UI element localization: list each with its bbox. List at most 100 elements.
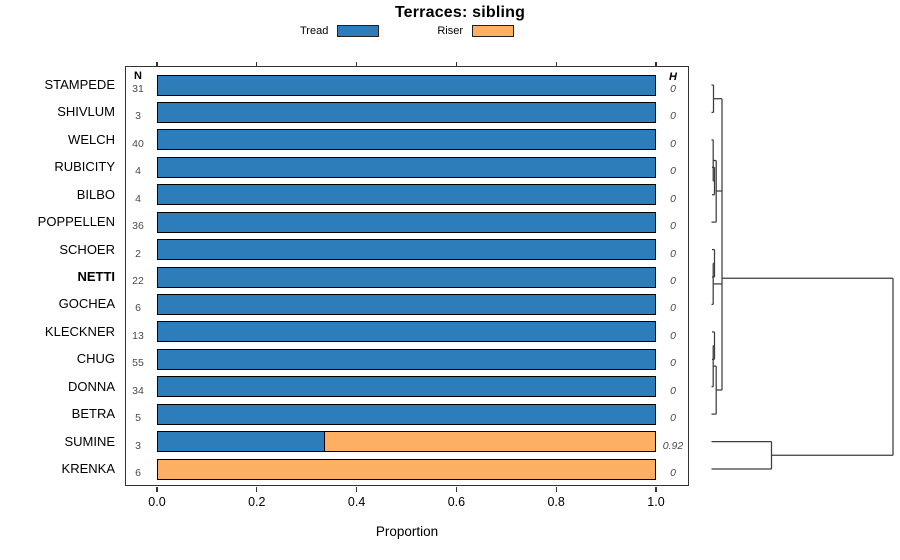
n-value: 6 [135, 302, 141, 315]
h-value: 0 [670, 467, 676, 479]
stacked-bar [157, 211, 656, 233]
n-value: 55 [132, 357, 144, 370]
h-value: 0 [670, 412, 676, 425]
stacked-bar [157, 458, 656, 480]
n-value: 5 [135, 412, 141, 425]
h-value: 0 [670, 220, 676, 233]
n-value: 4 [135, 165, 141, 178]
x-tick-label: 0.2 [248, 495, 266, 509]
category-label: KRENKA [61, 461, 115, 476]
stacked-bar [157, 101, 656, 123]
legend-swatch-tread [337, 25, 380, 37]
h-value: 0 [670, 329, 676, 342]
bar-segment-tread [158, 404, 655, 424]
category-label: GOCHEA [58, 296, 115, 312]
n-value: 3 [135, 439, 141, 452]
bar-segment-tread [158, 349, 655, 369]
stacked-bar [157, 74, 656, 96]
h-value: 0 [670, 357, 676, 370]
axis-tick [655, 61, 657, 67]
stacked-bar [157, 293, 656, 315]
category-label: SUMINE [64, 433, 115, 449]
axis-tick [455, 61, 457, 67]
stacked-bar [157, 376, 656, 398]
bar-segment-riser [158, 459, 655, 479]
n-value: 4 [135, 192, 141, 205]
category-label: DONNA [68, 378, 115, 394]
h-value: 0 [670, 110, 676, 123]
axis-tick [256, 486, 258, 492]
stacked-bar [157, 239, 656, 261]
x-tick-label: 0.0 [148, 495, 166, 509]
category-label: BETRA [71, 406, 115, 422]
category-label: SHIVLUM [57, 104, 115, 120]
axis-tick [156, 61, 158, 67]
n-value: 34 [132, 384, 144, 397]
stacked-bar [157, 348, 656, 370]
category-label: POPPELLEN [37, 214, 115, 230]
bar-segment-tread [158, 130, 655, 150]
n-value: 22 [132, 275, 144, 287]
stacked-bar [157, 403, 656, 425]
category-label: SCHOER [59, 241, 115, 257]
h-value: 0 [670, 247, 676, 260]
bar-segment-tread [158, 102, 655, 122]
stacked-bar [157, 156, 656, 178]
stacked-bar [157, 184, 656, 206]
category-label: BILBO [76, 186, 115, 202]
stacked-bar [157, 321, 656, 343]
h-value: 0 [670, 384, 676, 397]
h-value: 0.92 [662, 439, 684, 452]
legend-swatch-riser [472, 25, 514, 37]
bar-segment-tread [158, 240, 655, 260]
axis-tick [156, 486, 158, 492]
legend-item-riser: Riser [437, 25, 514, 37]
n-value: 2 [135, 247, 141, 260]
x-tick-label: 1.0 [647, 495, 665, 509]
axis-tick [655, 486, 657, 492]
legend-label-riser: Riser [437, 25, 463, 37]
n-value: 31 [132, 83, 144, 95]
n-value: 6 [135, 467, 141, 479]
legend-item-tread: Tread [300, 25, 380, 37]
bar-segment-riser [323, 432, 655, 452]
bar-segment-tread [158, 185, 655, 205]
axis-tick [256, 61, 258, 67]
legend-label-tread: Tread [300, 25, 329, 37]
n-value: 3 [135, 110, 141, 123]
x-tick-label: 0.4 [347, 495, 366, 509]
bar-segment-tread [158, 294, 655, 314]
legend: Tread Riser [125, 25, 689, 37]
category-label: WELCH [68, 131, 115, 147]
h-value: 0 [670, 192, 676, 205]
x-tick-label: 0.6 [447, 495, 466, 509]
n-column-header: N [134, 70, 142, 82]
h-value: 0 [670, 165, 676, 178]
bar-segment-tread [158, 432, 324, 452]
axis-tick [555, 61, 557, 67]
axis-tick [356, 486, 358, 492]
h-value: 0 [670, 83, 676, 95]
category-label: KLECKNER [44, 323, 115, 339]
h-column-header: H [669, 71, 677, 83]
axis-tick [356, 61, 358, 67]
n-value: 36 [132, 220, 144, 233]
axis-tick [455, 486, 457, 492]
stacked-bar [157, 266, 656, 288]
bar-segment-tread [158, 322, 655, 342]
plot-frame [125, 66, 689, 486]
stacked-bar [157, 129, 656, 151]
h-value: 0 [670, 137, 676, 150]
chart-title: Terraces: sibling [394, 4, 526, 21]
bar-segment-tread [158, 157, 655, 177]
category-label: RUBICITY [54, 159, 115, 175]
bar-segment-tread [158, 212, 655, 232]
n-value: 40 [132, 137, 144, 150]
bar-segment-tread [158, 75, 655, 95]
x-axis-title: Proportion [375, 524, 439, 539]
bar-segment-tread [158, 267, 655, 287]
category-label: STAMPEDE [44, 77, 115, 92]
category-label: NETTI [77, 269, 115, 284]
bar-segment-tread [158, 377, 655, 397]
